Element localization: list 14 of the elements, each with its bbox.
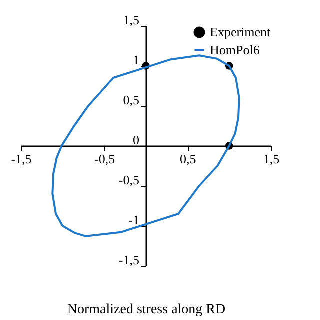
x-tick-label: -0,5 xyxy=(94,152,116,166)
x-tick-label: 1,5 xyxy=(263,152,280,166)
y-tick-label: -1 xyxy=(128,212,140,228)
y-tick-label: 0 xyxy=(133,132,140,148)
y-tick-label: 0,5 xyxy=(123,92,140,108)
x-tick-label: 0,5 xyxy=(180,152,196,166)
x-tick-label: -1,5 xyxy=(11,152,32,166)
y-tick-label: -0,5 xyxy=(118,172,140,188)
y-tick-label: 1,5 xyxy=(123,12,140,28)
legend-label: Experiment xyxy=(210,24,272,40)
y-tick-label: 1 xyxy=(133,52,140,68)
y-tick-label: -1,5 xyxy=(118,252,140,268)
x-axis-title: Normalized stress along RD xyxy=(67,302,226,318)
legend-label: HomPol6 xyxy=(210,42,260,58)
